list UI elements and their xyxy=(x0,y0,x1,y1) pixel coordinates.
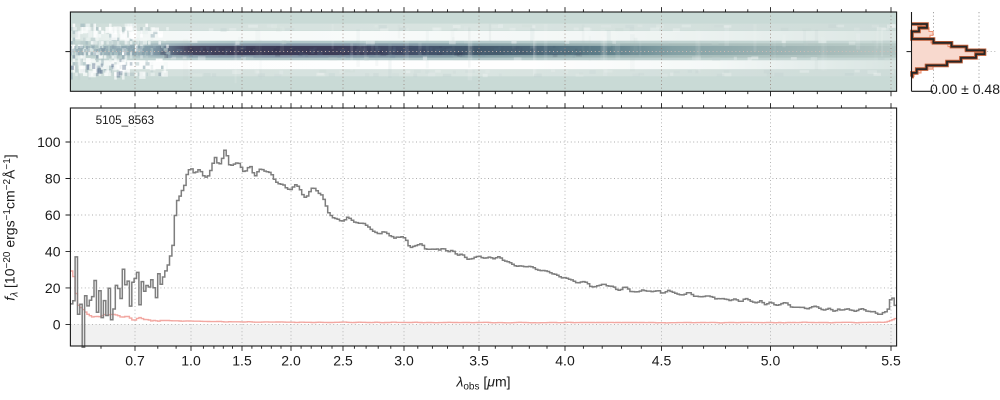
svg-text:5.0: 5.0 xyxy=(761,353,781,369)
svg-text:3.0: 3.0 xyxy=(394,353,414,369)
svg-text:0.7: 0.7 xyxy=(125,353,145,369)
svg-text:2.5: 2.5 xyxy=(333,353,353,369)
svg-text:2.0: 2.0 xyxy=(281,353,301,369)
svg-text:60: 60 xyxy=(45,207,61,223)
svg-text:1.0: 1.0 xyxy=(181,353,201,369)
svg-text:5.5: 5.5 xyxy=(881,353,901,369)
svg-text:0.00 ± 0.48: 0.00 ± 0.48 xyxy=(930,81,1000,97)
svg-text:3.5: 3.5 xyxy=(469,353,489,369)
svg-text:4.0: 4.0 xyxy=(555,353,575,369)
svg-text:20: 20 xyxy=(45,280,61,296)
svg-text:80: 80 xyxy=(45,171,61,187)
svg-text:40: 40 xyxy=(45,243,61,259)
svg-text:4.5: 4.5 xyxy=(652,353,672,369)
svg-text:0: 0 xyxy=(53,316,61,332)
svg-text:λobs [μm]: λobs [μm] xyxy=(455,374,510,393)
svg-text:fλ [10−20 ergs−1cm−2Å−1]: fλ [10−20 ergs−1cm−2Å−1] xyxy=(2,154,21,300)
svg-text:100: 100 xyxy=(37,134,61,150)
svg-text:1.5: 1.5 xyxy=(232,353,252,369)
svg-text:5105_8563: 5105_8563 xyxy=(96,114,155,127)
